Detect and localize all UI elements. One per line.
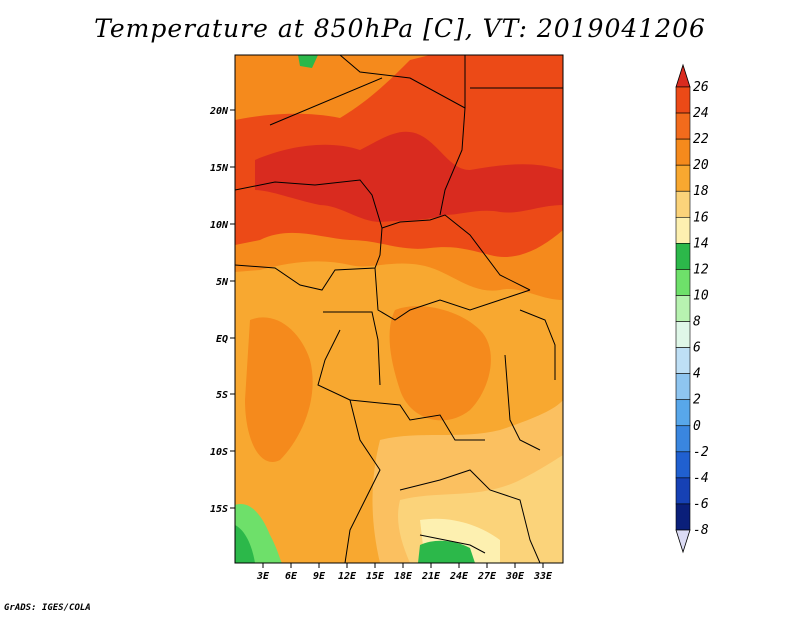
lat-label: 5N: [216, 277, 229, 288]
colorbar-segment: [675, 503, 691, 531]
boundary-16: [419, 534, 486, 554]
boundary-4: [235, 179, 383, 229]
boundary-12: [344, 399, 381, 563]
lon-label: 6E: [285, 571, 298, 582]
lon-label: 27E: [477, 571, 497, 582]
boundary-2: [269, 77, 383, 126]
colorbar-segment: [675, 425, 691, 453]
colorbar-segment: [675, 399, 691, 427]
lat-label: 5S: [216, 390, 228, 401]
colorbar-label: 24: [693, 106, 709, 121]
boundary-15: [519, 309, 556, 380]
lat-label: EQ: [216, 334, 228, 345]
boundary-7: [235, 227, 383, 291]
colorbar-segment: [675, 269, 691, 296]
colorbar-label: 14: [693, 236, 709, 251]
colorbar-label: -4: [693, 471, 709, 486]
field-patch-1: [245, 317, 313, 462]
colorbar-label: -6: [693, 497, 709, 512]
boundary-5: [381, 214, 531, 291]
colorbar-segment: [675, 477, 691, 505]
colorbar-label: 16: [693, 210, 709, 225]
lon-label: 12E: [338, 571, 357, 582]
colorbar-segment: [675, 164, 691, 192]
field-green-n: [298, 55, 318, 68]
colorbar-label: 2: [693, 393, 701, 408]
lat-labels: 20N 15N 10N 5N EQ 5S 10S 15S: [209, 106, 229, 515]
colorbar-segment: [675, 243, 691, 270]
colorbar-segment: [675, 138, 691, 166]
lat-label: 10S: [210, 447, 228, 458]
colorbar-label: 20: [693, 158, 709, 173]
colorbar-label: 0: [693, 419, 701, 434]
map-frame: [234, 54, 564, 564]
lon-label: 15E: [366, 571, 385, 582]
colorbar-segment: [675, 86, 691, 114]
colorbar-segment: [675, 216, 691, 244]
colorbar-label: 4: [693, 367, 701, 382]
lat-label: 15N: [210, 163, 229, 174]
colorbar-label: 18: [693, 184, 709, 199]
colorbar-label: 22: [693, 132, 709, 147]
colorbar-label: 26: [693, 80, 709, 95]
boundary-13: [399, 469, 541, 563]
axis-ticks: [230, 109, 544, 568]
field-patch-2: [389, 306, 491, 421]
field-26-core: [255, 131, 563, 222]
boundary-3: [439, 107, 466, 216]
lon-label: 18E: [394, 571, 413, 582]
grads-credit: GrADS: IGES/COLA: [4, 603, 91, 613]
lat-label: 10N: [210, 220, 229, 231]
lon-label: 3E: [256, 571, 270, 582]
chart-title: Temperature at 850hPa [C], VT: 201904120…: [94, 14, 706, 43]
boundary-11: [349, 399, 485, 441]
lon-labels: 3E 6E 9E 12E 15E 18E 21E 24E 27E 30E 33E: [256, 571, 553, 582]
temperature-field: [235, 55, 563, 563]
field-green-sw-dark: [235, 525, 255, 563]
colorbar-segment: [675, 451, 691, 479]
boundary-8: [374, 267, 531, 321]
colorbar-segment: [675, 321, 691, 348]
colorbar-label: 8: [693, 315, 701, 330]
lon-label: 33E: [533, 571, 553, 582]
colorbar-bottom-arrow: [675, 529, 691, 554]
colorbar-label: 12: [693, 262, 709, 277]
boundary-14: [504, 354, 541, 451]
lon-label: 9E: [313, 571, 326, 582]
colorbar-label: 10: [693, 288, 709, 303]
colorbar-label: -8: [693, 523, 709, 538]
lat-label: 15S: [210, 504, 228, 515]
colorbar-top-arrow: [675, 63, 691, 88]
lon-label: 30E: [505, 571, 525, 582]
lon-label: 24E: [449, 571, 469, 582]
boundary-9: [323, 311, 381, 386]
colorbar-segment: [675, 190, 691, 218]
colorbar-segment: [675, 347, 691, 374]
lat-label: 20N: [209, 106, 229, 117]
colorbar-label: 6: [693, 341, 701, 356]
colorbar-segment: [675, 373, 691, 401]
colorbar-label: -2: [693, 445, 709, 460]
country-boundaries: [235, 55, 563, 563]
boundary-1: [339, 55, 466, 109]
colorbar-segment: [675, 295, 691, 322]
lon-label: 21E: [421, 571, 441, 582]
boundary-10: [317, 329, 351, 401]
field-green-s: [418, 540, 475, 563]
colorbar-segment: [675, 112, 691, 140]
